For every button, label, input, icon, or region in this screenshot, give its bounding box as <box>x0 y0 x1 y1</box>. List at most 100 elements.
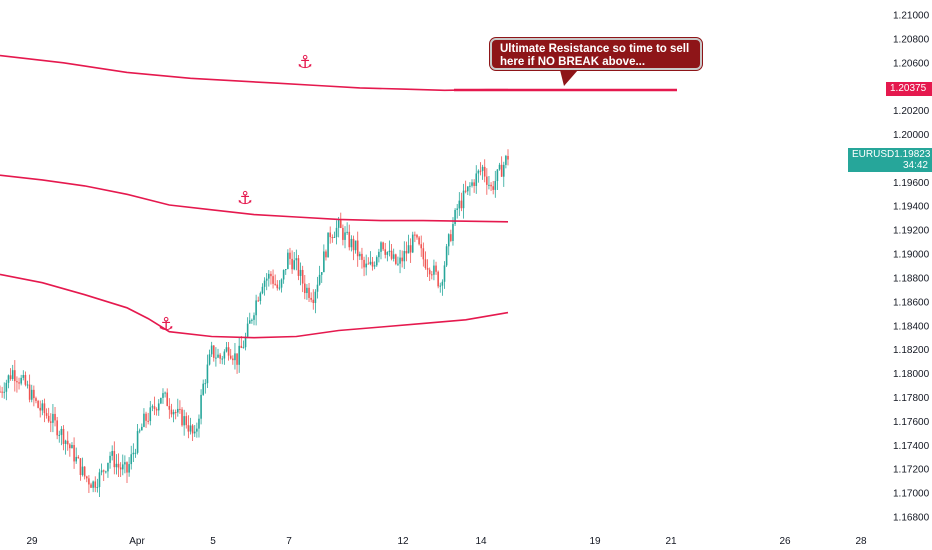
candle-body <box>401 257 403 262</box>
candle-body <box>124 462 126 465</box>
candle-body <box>445 246 448 266</box>
candle-body <box>75 456 77 462</box>
candle-body <box>458 200 461 209</box>
candle-body <box>132 452 135 455</box>
candle-body <box>384 249 387 255</box>
candle-body <box>236 353 238 365</box>
x-tick-label: 28 <box>855 536 867 547</box>
y-tick-label: 1.19200 <box>893 226 930 237</box>
curve-line-2[interactable] <box>0 174 509 223</box>
candle-body <box>141 426 143 431</box>
candle-body <box>66 440 69 445</box>
candle-body <box>43 403 46 414</box>
candle-body <box>433 265 435 275</box>
candle-body <box>56 420 58 436</box>
candle-body <box>47 415 50 422</box>
y-tick-label: 1.17000 <box>893 489 930 500</box>
candle-body <box>234 353 236 361</box>
candle-body <box>238 345 240 365</box>
candle-body <box>187 425 190 432</box>
candle-body <box>500 164 503 177</box>
candle-body <box>498 164 501 170</box>
annotation-callout[interactable]: Ultimate Resistance so time to sell here… <box>490 38 702 70</box>
candle-body <box>28 384 31 400</box>
svg-text:⚓: ⚓ <box>297 52 313 73</box>
candle-body <box>356 240 359 257</box>
candle-body <box>462 190 465 209</box>
candle-body <box>145 413 147 421</box>
y-tick-label: 1.19000 <box>893 250 930 261</box>
candle-body <box>215 357 217 359</box>
candle-body <box>268 273 270 279</box>
candle-body <box>323 251 325 273</box>
candle-body <box>85 476 88 479</box>
candle-body <box>473 182 475 186</box>
candle-body <box>409 245 412 253</box>
candle-body <box>378 251 380 258</box>
y-tick-label: 1.16800 <box>893 513 930 524</box>
candle-body <box>0 391 1 393</box>
candle-body <box>291 258 293 270</box>
candle-body <box>30 389 33 400</box>
candle-body <box>282 270 285 280</box>
candle-body <box>299 269 302 276</box>
candle-body <box>287 252 289 270</box>
candle-body <box>193 431 196 434</box>
candle-body <box>136 431 139 453</box>
candle-body <box>382 242 384 250</box>
candle-body <box>435 265 437 272</box>
candle-body <box>206 364 209 384</box>
candle-body <box>164 392 166 394</box>
candle-body <box>255 300 257 316</box>
candle-body <box>395 254 397 264</box>
candle-body <box>386 252 389 255</box>
candle-body <box>422 248 425 260</box>
x-tick-label: 7 <box>286 536 292 547</box>
candle-body <box>505 155 507 165</box>
candle-body <box>354 240 357 251</box>
candle-body <box>289 252 291 259</box>
candle-body <box>183 416 185 426</box>
candle-body <box>174 412 177 414</box>
y-tick-label: 1.18600 <box>893 297 930 308</box>
candle-body <box>191 425 194 434</box>
candle-body <box>170 409 173 415</box>
candle-body <box>225 347 228 352</box>
candle-body <box>149 407 152 422</box>
candle-body <box>253 315 255 320</box>
candle-body <box>280 279 283 288</box>
candle-body <box>477 170 480 174</box>
candle-body <box>460 200 463 209</box>
candle-body <box>293 260 296 270</box>
candle-body <box>121 464 124 470</box>
symbol-label: EURUSD <box>852 149 895 160</box>
last-price: 1.19823 <box>894 149 931 160</box>
candle-body <box>301 269 304 284</box>
candle-body <box>45 413 48 416</box>
candle-body <box>320 272 323 275</box>
candle-body <box>443 265 446 282</box>
candle-body <box>496 169 499 182</box>
resistance-price-badge: 1.20375 <box>886 82 932 96</box>
candle-body <box>257 300 260 302</box>
candle-body <box>469 185 471 187</box>
candle-body <box>138 430 141 432</box>
candle-body <box>373 265 376 267</box>
candle-body <box>50 421 52 423</box>
curve-line-3[interactable] <box>0 273 509 339</box>
candle-body <box>437 271 439 287</box>
curve-line-1[interactable] <box>0 54 508 92</box>
candle-body <box>14 370 16 382</box>
y-tick-label: 1.18200 <box>893 345 930 356</box>
candle-body <box>403 251 406 262</box>
x-axis[interactable]: 29 Apr 5 7 12 14 19 21 26 28 <box>26 536 867 547</box>
y-tick-label: 1.20800 <box>893 34 930 45</box>
candle-body <box>306 287 308 294</box>
candle-body <box>151 406 154 408</box>
candle-body <box>198 418 200 429</box>
candle-body <box>202 383 204 395</box>
candle-body <box>424 259 427 268</box>
candle-body <box>342 227 344 240</box>
candle-body <box>221 358 224 360</box>
